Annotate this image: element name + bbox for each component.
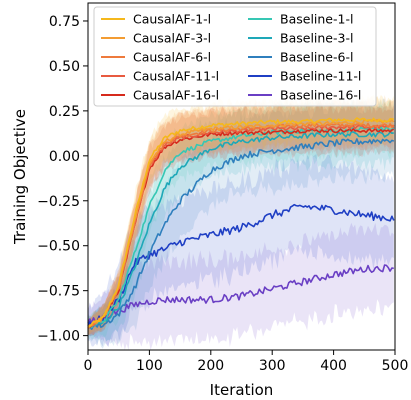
x-tick-label: 200 [197,358,224,374]
band-causalaf-11-l [88,99,394,336]
line-baseline-3-l [87,131,394,328]
y-tick-label: 0.25 [49,104,80,120]
legend-box [93,6,377,107]
x-tick-label: 300 [259,358,286,374]
legend-label: Baseline-1-l [280,12,353,27]
y-tick-label: −0.75 [37,284,80,300]
legend-label: Baseline-6-l [280,50,353,65]
y-tick-label: −0.50 [37,239,80,255]
band-baseline-3-l [88,98,394,342]
y-tick-label: 0.75 [49,14,80,30]
legend: CausalAF-1-l CausalAF-3-l CausalAF-6-l Caus… [93,6,377,107]
y-tick-label: −1.00 [37,329,80,345]
y-axis-ticks: −1.00 −0.75 −0.50 −0.25 0.00 0.25 0.50 0.75 [37,14,88,345]
line-causalaf-3-l [87,119,395,328]
y-tick-label: 0.50 [49,59,80,75]
x-tick-label: 400 [320,358,347,374]
y-tick-label: −0.25 [37,194,80,210]
plot-frame [87,2,396,351]
x-axis-ticks: 0 100 200 300 400 500 [84,350,409,374]
legend-label: Baseline-11-l [280,69,361,84]
band-causalaf-16-l [88,104,394,336]
legend-label: CausalAF-16-l [133,88,219,103]
x-tick-label: 500 [382,358,409,374]
band-causalaf-6-l [88,98,394,336]
y-tick-label: 0.00 [49,149,80,165]
band-baseline-16-l [88,222,394,350]
x-tick-label: 0 [84,358,93,374]
legend-label: CausalAF-6-l [133,50,211,65]
band-baseline-11-l [88,154,394,347]
legend-label: Baseline-16-l [280,88,361,103]
confidence-bands [88,94,394,350]
band-baseline-6-l [88,97,394,349]
legend-label: CausalAF-3-l [133,31,211,46]
band-causalaf-3-l [88,95,394,336]
x-axis-label: Iteration [210,381,274,399]
line-baseline-16-l [87,264,394,324]
y-axis-label: Training Objective [11,109,29,245]
legend-label: CausalAF-11-l [133,69,219,84]
series-lines [87,117,395,330]
x-tick-label: 100 [136,358,163,374]
legend-label: Baseline-3-l [280,31,353,46]
line-baseline-6-l [87,138,395,330]
legend-label: CausalAF-1-l [133,12,211,27]
band-causalaf-1-l [88,94,394,335]
line-baseline-11-l [87,203,395,328]
band-baseline-1-l [88,98,394,339]
line-causalaf-1-l [87,117,394,328]
